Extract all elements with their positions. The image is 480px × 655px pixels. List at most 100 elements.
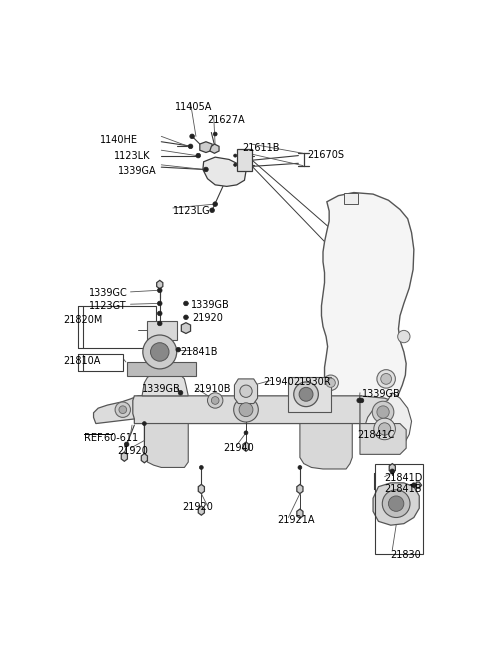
Text: 1339GC: 1339GC [89,288,128,298]
Circle shape [234,154,237,157]
Polygon shape [198,506,204,515]
Circle shape [390,469,395,474]
Circle shape [178,390,183,395]
Circle shape [115,402,131,417]
Circle shape [143,422,146,426]
Circle shape [157,288,162,293]
Polygon shape [121,452,127,461]
Polygon shape [297,509,303,518]
Text: 1140HE: 1140HE [100,135,138,145]
Circle shape [196,153,201,158]
Circle shape [151,343,169,361]
Polygon shape [210,144,219,153]
Polygon shape [234,379,258,403]
Text: 1339GB: 1339GB [142,384,181,394]
Polygon shape [144,424,188,468]
Text: 1123LG: 1123LG [173,206,210,215]
Circle shape [294,382,318,407]
Polygon shape [181,323,191,333]
Text: 1339GB: 1339GB [191,299,229,310]
Circle shape [378,422,391,435]
Circle shape [157,301,162,306]
Circle shape [244,431,248,435]
Circle shape [377,369,396,388]
Circle shape [357,398,361,403]
Circle shape [326,378,336,387]
Text: 21910B: 21910B [193,384,231,394]
Text: 21830: 21830 [390,550,421,560]
Circle shape [299,387,313,402]
Bar [83,354,123,371]
Bar [83,306,156,348]
Text: 21820M: 21820M [63,315,103,325]
Bar [147,321,177,341]
Circle shape [210,208,215,213]
Text: 21940: 21940 [223,443,253,453]
Circle shape [204,167,208,172]
Text: 1339GA: 1339GA [118,166,157,176]
Circle shape [359,398,364,403]
Text: 11405A: 11405A [175,102,213,112]
Circle shape [398,330,410,343]
Circle shape [184,301,188,306]
Circle shape [374,418,396,440]
Circle shape [411,483,416,487]
Text: 21627A: 21627A [207,115,245,125]
Circle shape [213,132,217,136]
Circle shape [234,398,258,422]
Text: 1123GT: 1123GT [89,301,127,311]
Text: 21920: 21920 [192,314,223,324]
Circle shape [143,335,177,369]
Polygon shape [297,485,303,494]
Polygon shape [200,141,212,153]
Text: 21611B: 21611B [242,143,280,153]
Bar [127,362,196,376]
Circle shape [184,315,188,320]
Circle shape [382,490,410,517]
Polygon shape [142,373,188,396]
Text: 21670S: 21670S [308,150,345,160]
Circle shape [199,466,203,470]
Circle shape [190,134,194,139]
Text: 21930R: 21930R [294,377,331,387]
Polygon shape [94,396,154,424]
Circle shape [377,406,389,418]
Polygon shape [203,157,246,187]
Text: 21841D: 21841D [384,473,423,483]
Circle shape [124,442,129,447]
Polygon shape [322,193,414,413]
Text: 1339GB: 1339GB [361,389,400,399]
Text: 21810A: 21810A [63,356,101,365]
Text: 21920: 21920 [182,502,213,512]
Circle shape [119,406,127,413]
Bar [344,193,358,204]
Polygon shape [360,424,406,455]
Polygon shape [133,396,363,424]
Text: 21841B: 21841B [180,346,218,356]
Polygon shape [198,485,204,494]
Polygon shape [365,393,411,452]
Text: 21940: 21940 [263,377,294,387]
Polygon shape [300,424,352,469]
Polygon shape [373,483,419,525]
Circle shape [240,385,252,398]
Circle shape [298,466,302,470]
Circle shape [211,397,219,404]
Bar [237,149,252,171]
Polygon shape [360,396,406,431]
Text: 21841C: 21841C [358,430,395,441]
Circle shape [176,347,180,352]
Circle shape [213,202,217,206]
Text: 1123LK: 1123LK [114,151,150,161]
Text: REF.60-611: REF.60-611 [84,433,138,443]
Circle shape [234,163,237,166]
Polygon shape [416,482,421,488]
Circle shape [239,403,253,417]
Circle shape [323,375,338,390]
Circle shape [188,144,193,149]
Circle shape [157,311,162,316]
Polygon shape [389,464,396,473]
Polygon shape [243,442,249,451]
Polygon shape [156,280,163,289]
Text: 21921A: 21921A [277,515,314,525]
